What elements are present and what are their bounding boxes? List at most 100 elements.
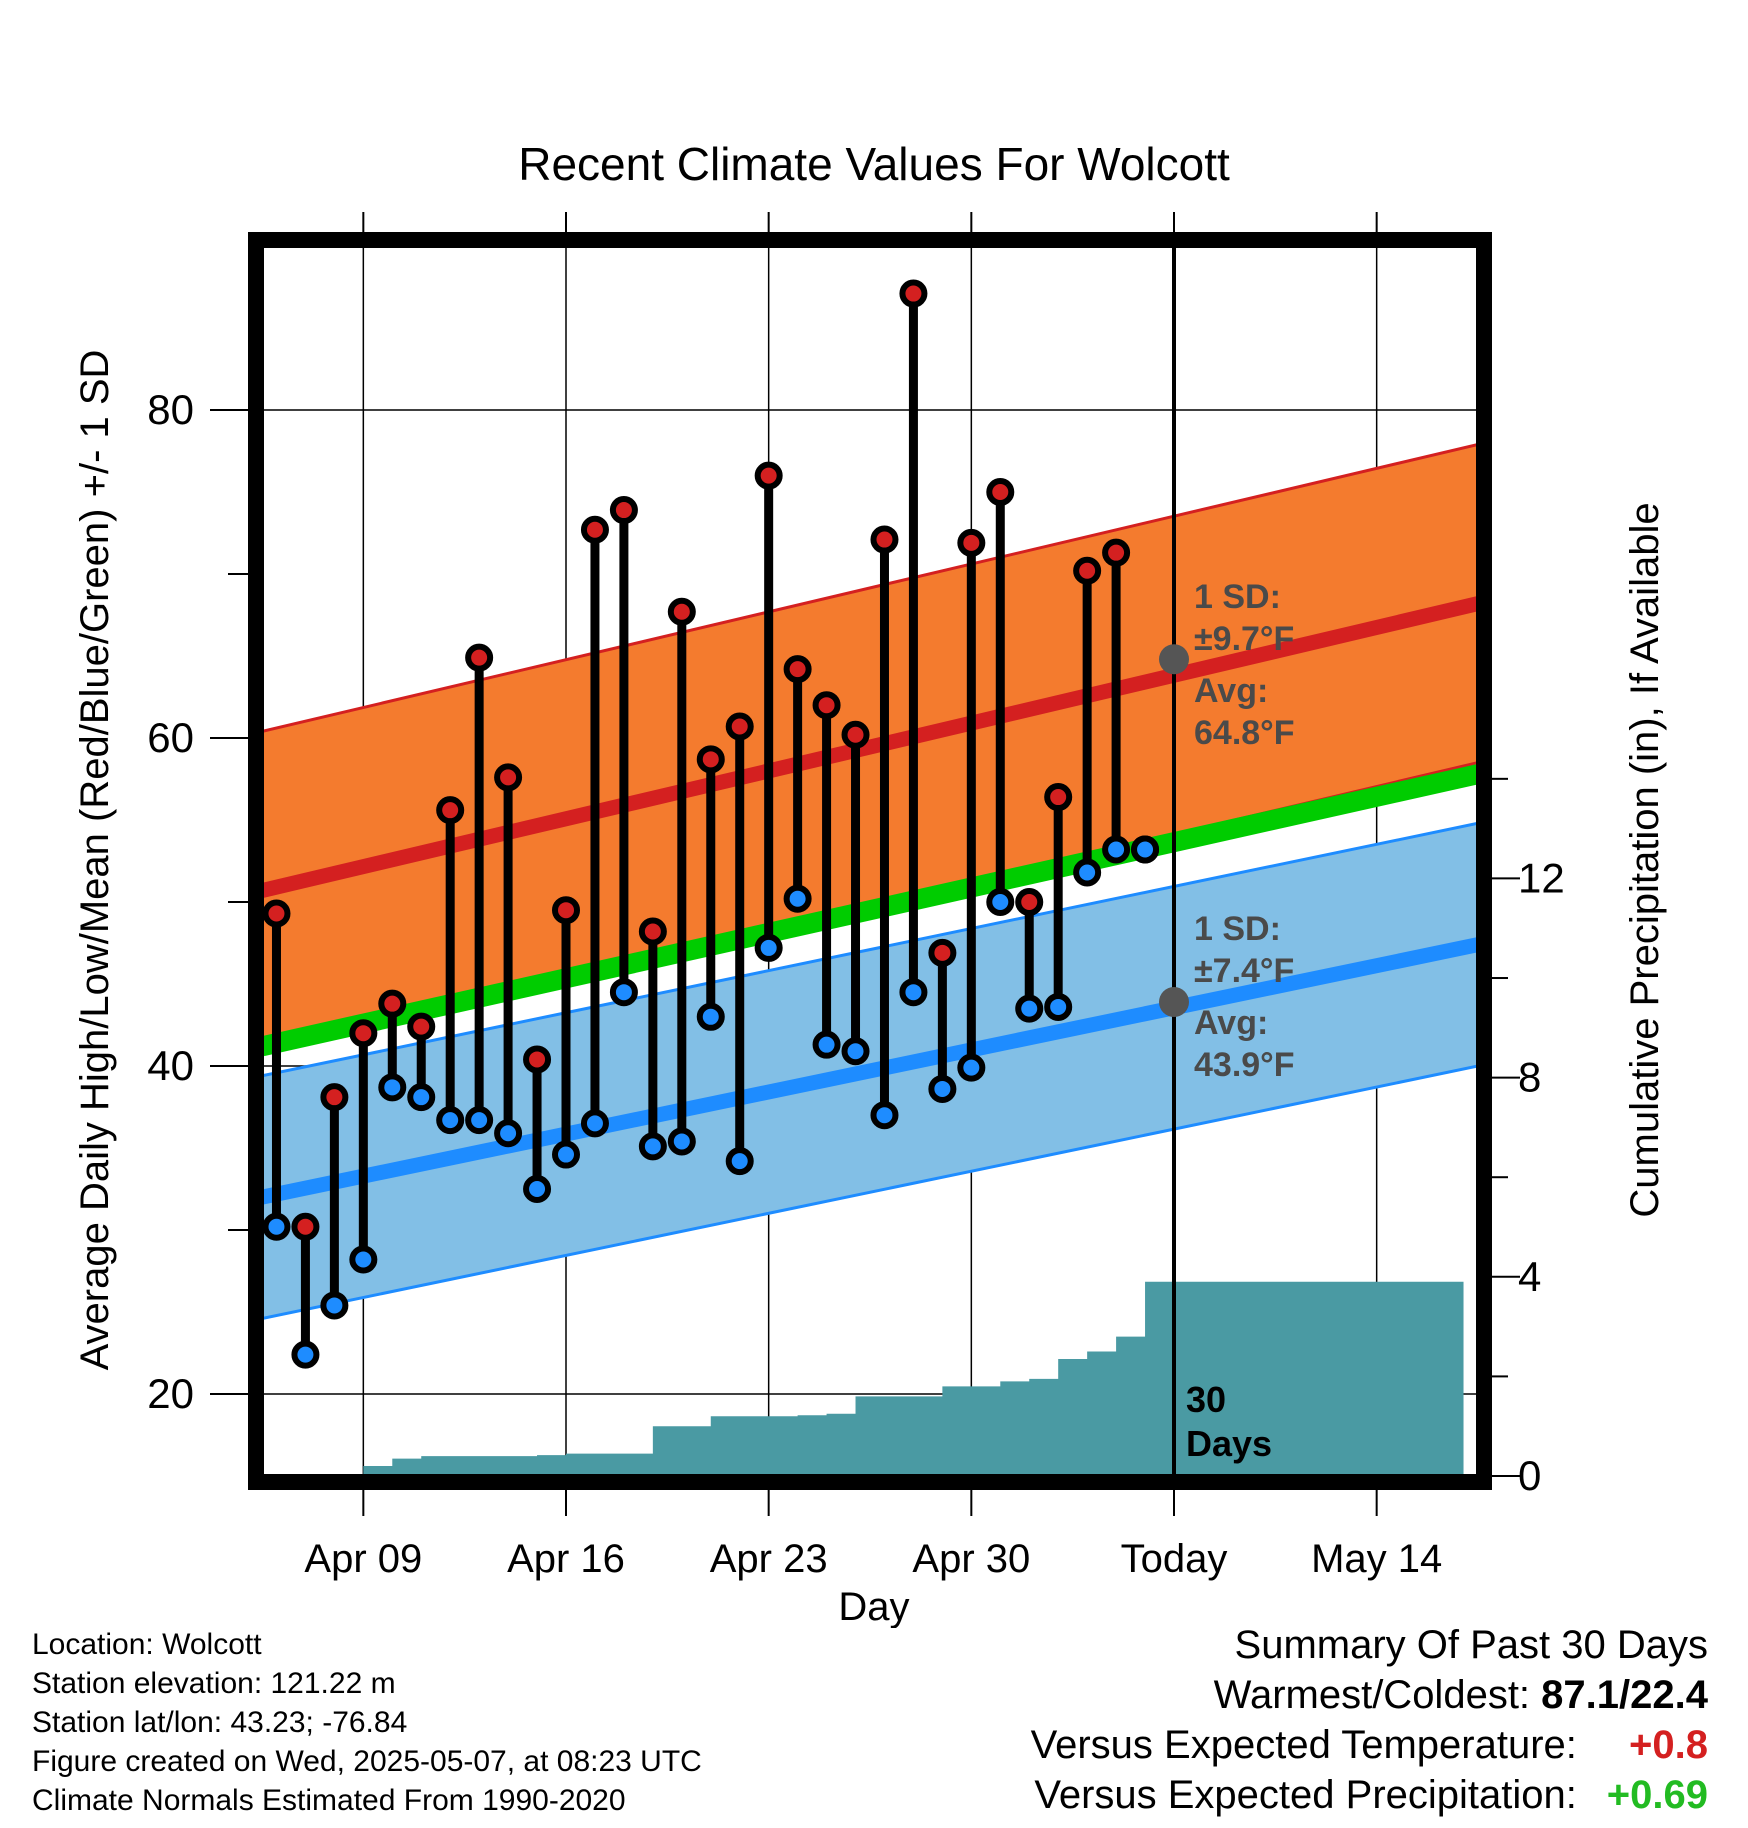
precip-anomaly-label: Versus Expected Precipitation: xyxy=(1034,1773,1577,1817)
x-tick-label: Today xyxy=(1121,1537,1228,1581)
station-location: Location: Wolcott xyxy=(32,1628,262,1661)
daily-high-point xyxy=(986,478,1015,506)
y-right-tick-label: 12 xyxy=(1518,854,1565,901)
today-low-sd-label: 1 SD: xyxy=(1194,910,1281,948)
daily-high-point xyxy=(349,1019,378,1048)
warmest-label: Warmest/Coldest: xyxy=(1213,1673,1531,1717)
daily-low-point xyxy=(754,933,783,962)
daily-low-point xyxy=(552,1140,580,1169)
today-high-sd-label: 1 SD: xyxy=(1194,578,1281,616)
daily-high-point xyxy=(667,597,696,626)
daily-low-point xyxy=(1131,835,1160,864)
daily-low-point xyxy=(928,1074,957,1103)
plot-area: 1 SD: ±9.7°F Avg: 64.8°F 1 SD: ±7.4°F Avg: 43.9… xyxy=(147,212,1565,1581)
x-tick-label: Apr 16 xyxy=(507,1537,625,1581)
daily-low-point xyxy=(262,1212,291,1241)
daily-low-point xyxy=(638,1132,667,1161)
today-low-avg-value: 43.9°F xyxy=(1194,1046,1295,1084)
daily-low-point xyxy=(696,1002,725,1031)
low-upper-sd-line xyxy=(262,821,1478,1078)
daily-high-point xyxy=(638,917,667,946)
daily-low-point xyxy=(1102,835,1131,864)
daily-low-point xyxy=(899,978,928,1007)
x-tick-label: Apr 23 xyxy=(710,1537,828,1581)
daily-low-point xyxy=(1015,994,1044,1023)
daily-high-point xyxy=(291,1212,320,1241)
plot-frame xyxy=(248,232,1492,1490)
daily-low-point xyxy=(580,1109,609,1138)
daily-high-point xyxy=(841,720,870,749)
daily-high-point xyxy=(494,763,523,792)
climate-chart: Recent Climate Values For Wolcott 1 SD: ±… xyxy=(73,138,1667,1628)
daily-high-point xyxy=(1102,538,1131,567)
today-low-avg-label: Avg: xyxy=(1194,1004,1268,1042)
high-normal-line xyxy=(262,596,1478,898)
x-tick-label: May 14 xyxy=(1311,1537,1442,1581)
y-left-tick-label: 40 xyxy=(147,1042,194,1089)
precipitation-area xyxy=(262,1281,1464,1476)
daily-high-point xyxy=(1044,783,1073,812)
daily-high-point xyxy=(378,989,407,1018)
y-left-tick-label: 80 xyxy=(147,386,194,433)
daily-high-point xyxy=(957,528,986,557)
daily-high-point xyxy=(1073,556,1102,585)
daily-high-point xyxy=(407,1012,436,1041)
daily-high-point xyxy=(812,691,841,720)
x-axis-label: Day xyxy=(838,1585,909,1628)
daily-low-point xyxy=(986,888,1015,916)
daily-low-point xyxy=(812,1030,841,1059)
daily-high-point xyxy=(696,745,725,774)
daily-high-point xyxy=(754,461,783,490)
x-tick-label: Apr 30 xyxy=(912,1537,1030,1581)
summary-precip-row: Versus Expected Precipitation: +0.69 xyxy=(1031,1770,1708,1820)
daily-high-point xyxy=(436,796,465,825)
plot-contents: 1 SD: ±9.7°F Avg: 64.8°F 1 SD: ±7.4°F Avg: 43.9… xyxy=(262,246,1478,1476)
daily-low-point xyxy=(725,1147,754,1176)
daily-high-point xyxy=(262,899,291,928)
temp-anomaly-label: Versus Expected Temperature: xyxy=(1030,1723,1577,1767)
daily-high-point xyxy=(1015,888,1044,916)
daily-low-point xyxy=(320,1291,349,1320)
figure-created: Figure created on Wed, 2025-05-07, at 08… xyxy=(32,1745,702,1778)
daily-high-point xyxy=(783,655,812,684)
daily-low-point xyxy=(609,978,638,1007)
daily-low-point xyxy=(667,1127,696,1156)
days-note-number: 30 xyxy=(1186,1379,1226,1420)
warmest-value: 87.1/22.4 xyxy=(1541,1673,1708,1717)
daily-low-point xyxy=(1073,858,1102,887)
station-latlon: Station lat/lon: 43.23; -76.84 xyxy=(32,1706,408,1739)
low-lower-sd-line xyxy=(262,1064,1478,1321)
today-low-avg-marker xyxy=(1159,987,1189,1018)
daily-low-point xyxy=(841,1037,870,1066)
summary-temp-row: Versus Expected Temperature: +0.8 xyxy=(1031,1720,1708,1770)
station-elevation: Station elevation: 121.22 m xyxy=(32,1667,396,1700)
daily-low-point xyxy=(783,884,812,913)
daily-low-point xyxy=(957,1053,986,1082)
today-high-avg-marker xyxy=(1159,644,1189,675)
chart-title: Recent Climate Values For Wolcott xyxy=(518,138,1230,190)
y-axis-left-label: Average Daily High/Low/Mean (Red/Blue/Gr… xyxy=(73,350,117,1371)
daily-high-point xyxy=(899,279,928,308)
summary-warmest-row: Warmest/Coldest: 87.1/22.4 xyxy=(1031,1670,1708,1720)
daily-low-point xyxy=(436,1106,465,1135)
today-high-avg-label: Avg: xyxy=(1194,672,1268,710)
daily-high-point xyxy=(320,1083,349,1112)
y-left-tick-label: 20 xyxy=(147,1370,194,1417)
low-normal-line xyxy=(262,937,1478,1205)
temp-anomaly-value: +0.8 xyxy=(1629,1723,1708,1767)
summary-title: Summary Of Past 30 Days xyxy=(1234,1623,1708,1667)
daily-high-point xyxy=(725,712,754,741)
daily-low-point xyxy=(523,1175,552,1203)
daily-high-point xyxy=(580,515,609,544)
daily-low-point xyxy=(407,1083,436,1112)
days-note-word: Days xyxy=(1186,1423,1272,1464)
daily-high-point xyxy=(552,896,580,925)
summary-panel: Summary Of Past 30 Days Warmest/Coldest:… xyxy=(1031,1620,1708,1820)
daily-low-point xyxy=(1044,992,1073,1021)
today-high-sd-value: ±9.7°F xyxy=(1194,620,1294,658)
x-tick-label: Apr 09 xyxy=(304,1537,422,1581)
daily-low-point xyxy=(378,1073,407,1102)
y-right-tick-label: 4 xyxy=(1518,1253,1541,1300)
daily-high-point xyxy=(609,496,638,525)
high-upper-sd-line xyxy=(262,442,1478,733)
